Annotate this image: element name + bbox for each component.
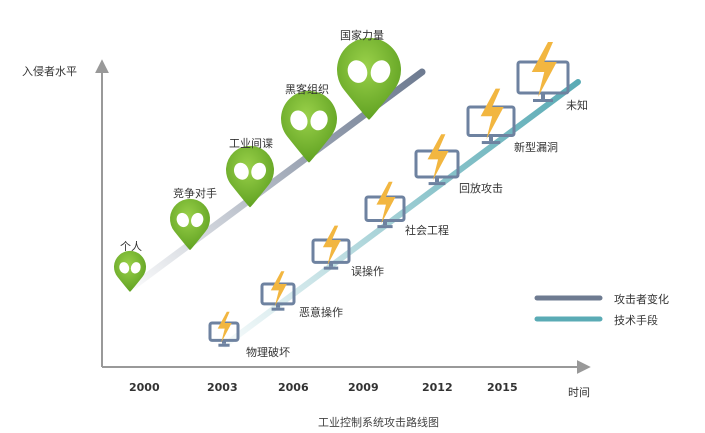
monitor-bolt-icon <box>311 225 351 270</box>
technique-label: 物理破坏 <box>246 346 290 359</box>
technique-label: 恶意操作 <box>299 306 343 319</box>
attacker-label: 竞争对手 <box>173 187 217 200</box>
alien-pin-icon <box>281 90 338 163</box>
monitor-bolt-icon <box>516 42 570 102</box>
year-tick-label: 2015 <box>487 381 518 394</box>
attacker-label: 黑客组织 <box>285 83 329 96</box>
technique-label: 未知 <box>566 99 588 112</box>
technique-label: 误操作 <box>351 265 384 278</box>
alien-pin-icon <box>337 37 401 120</box>
monitor-bolt-icon <box>208 311 240 347</box>
technique-label: 社会工程 <box>405 224 449 237</box>
technique-label: 回放攻击 <box>459 182 503 195</box>
alien-pin-icon <box>169 198 210 251</box>
year-tick-label: 2012 <box>422 381 453 394</box>
monitor-bolt-icon <box>466 88 516 145</box>
alien-pin-icon <box>113 250 146 292</box>
legend-technique-label: 技术手段 <box>614 314 658 327</box>
year-tick-label: 2000 <box>129 381 160 394</box>
technique-label: 新型漏洞 <box>514 141 558 154</box>
monitor-bolt-icon <box>260 271 296 311</box>
y-axis-title: 入侵者水平 <box>22 65 77 78</box>
year-tick-label: 2003 <box>207 381 238 394</box>
attacker-label: 工业间谍 <box>229 137 273 150</box>
alien-pin-icon <box>225 145 274 208</box>
attacker-label: 国家力量 <box>340 29 384 42</box>
year-tick-label: 2009 <box>348 381 379 394</box>
technique-trend-line <box>222 79 581 348</box>
x-axis-title: 时间 <box>568 386 590 399</box>
technique-monitors <box>208 42 570 347</box>
monitor-bolt-icon <box>414 134 460 186</box>
legend-attacker-label: 攻击者变化 <box>614 293 669 306</box>
diagram-caption: 工业控制系统攻击路线图 <box>318 416 439 429</box>
year-tick-label: 2006 <box>278 381 309 394</box>
monitor-bolt-icon <box>364 181 406 229</box>
attacker-label: 个人 <box>120 240 142 253</box>
attacker-pins <box>113 37 401 292</box>
